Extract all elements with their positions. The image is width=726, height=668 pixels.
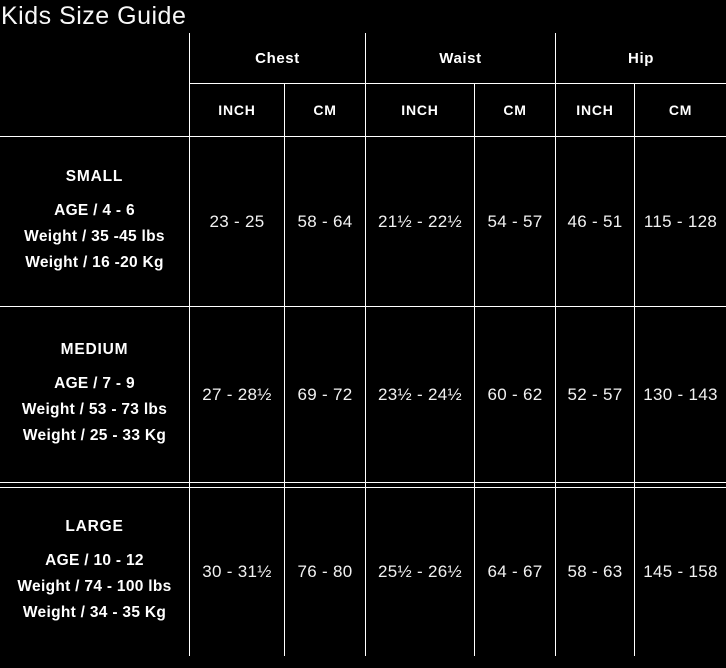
- cell-large-waist-inch: 25½ - 26½: [366, 488, 475, 656]
- cell-large-chest-cm: 76 - 80: [285, 488, 366, 656]
- cell-small-hip-cm: 115 - 128: [635, 137, 726, 307]
- cell-small-waist-inch: 21½ - 22½: [366, 137, 475, 307]
- cell-small-hip-inch: 46 - 51: [556, 137, 635, 307]
- size-detail-large-weight-kg: Weight / 34 - 35 Kg: [22, 604, 167, 621]
- size-detail-medium-age: AGE / 7 - 9: [54, 374, 135, 392]
- subheader-hip-inch: INCH: [556, 84, 635, 137]
- cell-small-waist-cm: 54 - 57: [475, 137, 556, 307]
- page-title: Kids Size Guide: [1, 2, 187, 30]
- cell-medium-chest-inch: 27 - 28½: [190, 307, 285, 483]
- size-detail-small-weight-lbs: Weight / 35 -45 lbs: [24, 227, 165, 245]
- size-name-small: SMALL: [65, 167, 124, 185]
- cell-medium-chest-cm: 69 - 72: [285, 307, 366, 483]
- table-row-label-small: SMALL AGE / 4 - 6 Weight / 35 -45 lbs We…: [0, 137, 190, 307]
- header-corner-spacer: [0, 33, 190, 84]
- column-group-hip: Hip: [556, 33, 726, 84]
- section-divider-spacer: [190, 483, 285, 488]
- subheader-waist-inch: INCH: [366, 84, 475, 137]
- section-divider-spacer: [475, 483, 556, 488]
- size-guide-table: Chest Waist Hip INCH CM INCH CM INCH CM …: [0, 33, 726, 656]
- cell-medium-waist-inch: 23½ - 24½: [366, 307, 475, 483]
- cell-large-waist-cm: 64 - 67: [475, 488, 556, 656]
- cell-large-chest-inch: 30 - 31½: [190, 488, 285, 656]
- cell-medium-waist-cm: 60 - 62: [475, 307, 556, 483]
- subheader-spacer: [0, 84, 190, 137]
- size-detail-large-age: AGE / 10 - 12: [45, 552, 144, 569]
- subheader-chest-inch: INCH: [190, 84, 285, 137]
- size-name-medium: MEDIUM: [60, 340, 129, 358]
- size-detail-medium-weight-kg: Weight / 25 - 33 Kg: [22, 426, 167, 444]
- section-divider-spacer: [285, 483, 366, 488]
- section-divider-spacer: [366, 483, 475, 488]
- size-detail-medium-weight-lbs: Weight / 53 - 73 lbs: [21, 400, 168, 418]
- size-detail-large-weight-lbs: Weight / 74 - 100 lbs: [17, 578, 172, 595]
- cell-small-chest-cm: 58 - 64: [285, 137, 366, 307]
- subheader-chest-cm: CM: [285, 84, 366, 137]
- cell-large-hip-cm: 145 - 158: [643, 562, 718, 581]
- cell-large-hip-inch: 58 - 63: [556, 488, 635, 656]
- size-name-large: LARGE: [65, 518, 124, 535]
- section-divider-spacer: [556, 483, 635, 488]
- cell-medium-hip-inch: 52 - 57: [556, 307, 635, 483]
- cell-medium-hip-cm: 130 - 143: [635, 307, 726, 483]
- subheader-hip-cm: CM: [635, 84, 726, 137]
- column-group-chest: Chest: [190, 33, 366, 84]
- section-divider-spacer: [635, 483, 726, 488]
- size-detail-small-age: AGE / 4 - 6: [54, 201, 135, 219]
- table-row-label-medium: MEDIUM AGE / 7 - 9 Weight / 53 - 73 lbs …: [0, 307, 190, 483]
- subheader-waist-cm: CM: [475, 84, 556, 137]
- cell-small-chest-inch: 23 - 25: [190, 137, 285, 307]
- table-row-label-large: LARGE AGE / 10 - 12 Weight / 74 - 100 lb…: [0, 488, 190, 656]
- section-divider-spacer: [0, 483, 190, 488]
- size-detail-small-weight-kg: Weight / 16 -20 Kg: [25, 253, 164, 271]
- column-group-waist: Waist: [366, 33, 556, 84]
